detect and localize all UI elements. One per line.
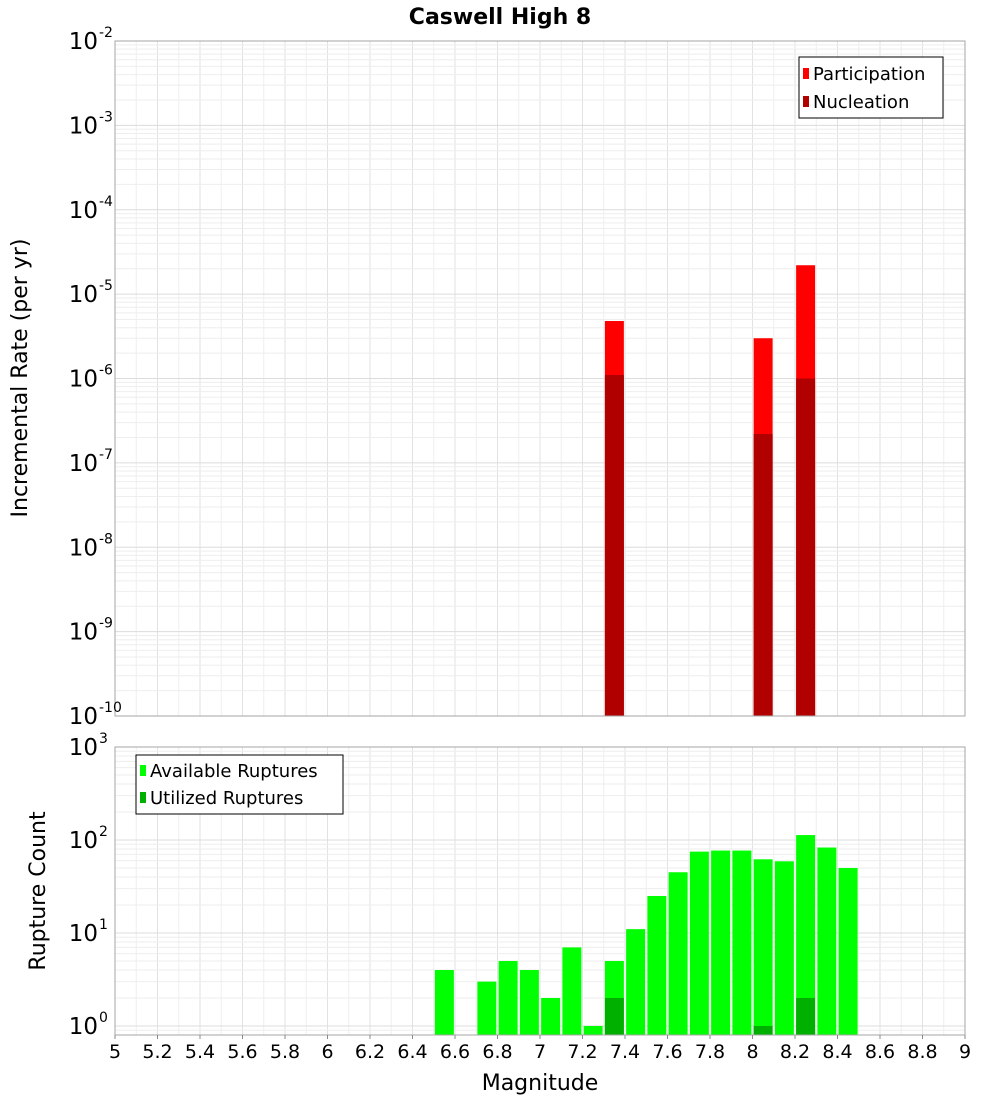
x-tick-label: 8 bbox=[746, 1041, 758, 1063]
available-legend-label: Available Ruptures bbox=[150, 761, 318, 782]
available-ruptures-bar bbox=[562, 947, 582, 1035]
x-tick-label: 8.2 bbox=[780, 1041, 810, 1063]
available-ruptures-bar bbox=[583, 1025, 603, 1035]
rate-y-tick-base: 10 bbox=[69, 620, 98, 646]
utilized-ruptures-bar bbox=[796, 997, 816, 1035]
x-tick-label: 5.8 bbox=[270, 1041, 300, 1063]
available-ruptures-bar bbox=[626, 929, 646, 1035]
x-tick-label: 5.4 bbox=[185, 1041, 215, 1063]
count-y-tick-base: 10 bbox=[69, 921, 98, 947]
count-y-tick-base: 10 bbox=[69, 1014, 98, 1040]
count-y-tick-base: 10 bbox=[69, 828, 98, 854]
rate-bars bbox=[604, 265, 816, 716]
available-ruptures-bar bbox=[668, 872, 688, 1035]
chart-title: Caswell High 8 bbox=[409, 5, 591, 30]
x-tick-label: 7.2 bbox=[567, 1041, 597, 1063]
count-y-tick-exponent: 3 bbox=[99, 731, 108, 747]
nucleation-bar bbox=[753, 433, 773, 716]
available-ruptures-bar bbox=[817, 847, 837, 1035]
rate-y-tick-base: 10 bbox=[69, 535, 98, 561]
utilized-ruptures-bar bbox=[604, 997, 624, 1035]
x-tick-label: 9 bbox=[959, 1041, 971, 1063]
count-y-tick-exponent: 0 bbox=[99, 1010, 108, 1026]
rate-y-tick-base: 10 bbox=[69, 451, 98, 477]
available-swatch bbox=[140, 765, 146, 776]
rate-y-tick-base: 10 bbox=[69, 704, 98, 730]
available-ruptures-bar bbox=[647, 895, 667, 1035]
x-tick-label: 8.6 bbox=[865, 1041, 895, 1063]
available-ruptures-bar bbox=[774, 861, 794, 1035]
participation-swatch bbox=[803, 68, 809, 79]
participation-legend-label: Participation bbox=[813, 64, 925, 85]
rate-y-axis-title: Incremental Rate (per yr) bbox=[8, 239, 33, 518]
count-y-tick-exponent: 1 bbox=[99, 917, 108, 933]
available-ruptures-bar bbox=[796, 835, 816, 1035]
x-tick-label: 5 bbox=[109, 1041, 121, 1063]
utilized-swatch bbox=[140, 792, 146, 803]
x-tick-label: 5.6 bbox=[227, 1041, 257, 1063]
rate-y-tick-exponent: -8 bbox=[99, 531, 113, 547]
utilized-ruptures-bar bbox=[753, 1025, 773, 1035]
rate-y-tick-exponent: -4 bbox=[99, 194, 113, 210]
x-tick-label: 7.6 bbox=[652, 1041, 682, 1063]
available-ruptures-bar bbox=[434, 969, 454, 1035]
x-tick-label: 7.4 bbox=[610, 1041, 640, 1063]
x-tick-label: 6.8 bbox=[482, 1041, 512, 1063]
nucleation-swatch bbox=[803, 96, 809, 107]
rate-y-tick-exponent: -3 bbox=[99, 109, 113, 125]
count-bars bbox=[434, 835, 858, 1035]
available-ruptures-bar bbox=[541, 997, 561, 1035]
nucleation-bar bbox=[604, 375, 624, 716]
available-ruptures-bar bbox=[753, 859, 773, 1035]
utilized-legend-label: Utilized Ruptures bbox=[150, 788, 303, 809]
count-y-axis-title: Rupture Count bbox=[26, 811, 51, 971]
rate-y-tick-base: 10 bbox=[69, 367, 98, 393]
rate-y-tick-exponent: -9 bbox=[99, 616, 113, 632]
x-tick-label: 8.8 bbox=[907, 1041, 937, 1063]
magnitude-x-ticks: 5 5.2 5.4 5.6 5.8 6 6.2 6.4 6.6 6.8 7 7.2 7.4 7.6 7.8 8… bbox=[109, 1035, 971, 1063]
rate-y-tick-base: 10 bbox=[69, 29, 98, 55]
rate-y-tick-base: 10 bbox=[69, 282, 98, 308]
rate-y-tick-exponent: -5 bbox=[99, 278, 113, 294]
rate-y-tick-exponent: -7 bbox=[99, 447, 113, 463]
rate-y-tick-exponent: -10 bbox=[99, 700, 122, 716]
x-tick-label: 6.6 bbox=[440, 1041, 470, 1063]
available-ruptures-bar bbox=[498, 960, 518, 1035]
x-axis-title: Magnitude bbox=[482, 1071, 599, 1096]
x-tick-label: 8.4 bbox=[822, 1041, 852, 1063]
available-ruptures-bar bbox=[732, 850, 752, 1035]
available-ruptures-bar bbox=[838, 867, 858, 1035]
x-tick-label: 7.8 bbox=[695, 1041, 725, 1063]
count-y-tick-exponent: 2 bbox=[99, 824, 108, 840]
rate-gridlines bbox=[114, 41, 966, 717]
count-legend: Available Ruptures Utilized Ruptures bbox=[135, 754, 344, 815]
rate-y-tick-exponent: -6 bbox=[99, 363, 113, 379]
nucleation-bar bbox=[796, 378, 816, 716]
nucleation-legend-label: Nucleation bbox=[813, 92, 909, 113]
available-ruptures-bar bbox=[519, 969, 539, 1035]
available-ruptures-bar bbox=[689, 851, 709, 1035]
x-tick-label: 7 bbox=[534, 1041, 546, 1063]
rate-y-tick-base: 10 bbox=[69, 198, 98, 224]
rate-y-tick-base: 10 bbox=[69, 113, 98, 139]
x-tick-label: 5.2 bbox=[142, 1041, 172, 1063]
available-ruptures-bar bbox=[711, 850, 731, 1035]
x-tick-label: 6.2 bbox=[355, 1041, 385, 1063]
available-ruptures-bar bbox=[477, 981, 497, 1035]
rate-legend: Participation Nucleation bbox=[798, 56, 944, 119]
count-y-tick-base: 10 bbox=[69, 735, 98, 761]
x-tick-label: 6 bbox=[321, 1041, 333, 1063]
x-tick-label: 6.4 bbox=[397, 1041, 427, 1063]
rate-y-tick-exponent: -2 bbox=[99, 25, 113, 41]
